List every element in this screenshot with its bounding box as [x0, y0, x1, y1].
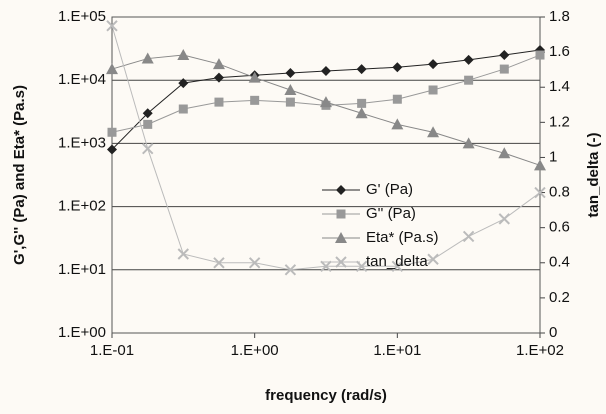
marker	[498, 213, 511, 225]
series-line	[111, 25, 541, 271]
marker	[178, 104, 188, 114]
marker	[391, 260, 404, 272]
marker	[106, 20, 118, 32]
marker	[535, 50, 545, 60]
marker	[285, 97, 295, 107]
y2-tick-label: 0.2	[549, 289, 570, 306]
marker	[107, 144, 117, 155]
y-tick-label: 1.E+05	[58, 8, 106, 25]
marker	[212, 58, 225, 70]
marker	[356, 64, 367, 75]
marker	[248, 257, 261, 269]
marker	[106, 63, 118, 75]
marker	[463, 54, 474, 65]
y-tick-label: 1.E+04	[58, 71, 106, 88]
marker	[534, 186, 546, 199]
marker	[499, 64, 509, 74]
marker	[142, 108, 153, 119]
legend-marker	[335, 256, 347, 268]
marker	[284, 264, 297, 276]
y-tick-label: 1.E+00	[58, 324, 106, 341]
y-tick-label: 1.E+02	[58, 198, 106, 215]
y2-tick-label: 1.6	[549, 43, 570, 60]
marker	[462, 137, 475, 149]
marker	[284, 83, 297, 95]
marker	[355, 107, 368, 119]
x-tick-label: 1.E+01	[373, 342, 421, 359]
legend-label: G' (Pa)	[366, 181, 413, 198]
marker	[177, 248, 189, 260]
marker	[464, 75, 474, 85]
marker	[428, 85, 438, 95]
marker	[143, 119, 153, 129]
y2-tick-label: 0.6	[549, 219, 570, 236]
marker	[213, 72, 224, 83]
marker	[248, 71, 261, 83]
marker	[357, 98, 367, 108]
marker	[107, 127, 117, 137]
marker	[392, 62, 403, 73]
x-tick-label: 1.E+00	[231, 342, 279, 359]
marker	[427, 126, 440, 138]
x-axis-title: frequency (rad/s)	[265, 387, 387, 404]
y-tick-label: 1.E+03	[58, 134, 106, 151]
marker	[213, 257, 225, 269]
marker	[141, 52, 154, 64]
marker	[319, 96, 332, 108]
legend-marker	[336, 209, 346, 219]
y2-tick-label: 0.8	[549, 184, 570, 201]
y2-tick-label: 1.4	[549, 78, 570, 95]
marker	[392, 94, 402, 104]
plot-frame	[111, 16, 541, 334]
legend-label: tan_delta	[366, 253, 428, 270]
y2-tick-label: 0	[549, 324, 557, 341]
marker	[499, 50, 510, 61]
legend-label: G'' (Pa)	[366, 205, 416, 222]
y2-axis-title: tan_delta (-)	[585, 132, 602, 217]
y2-tick-label: 1	[549, 148, 557, 165]
y2-tick-label: 1.8	[549, 8, 570, 25]
marker	[428, 59, 439, 70]
marker	[285, 67, 296, 78]
marker	[178, 78, 189, 89]
marker	[142, 142, 154, 155]
marker	[355, 260, 368, 272]
legend-marker	[335, 232, 347, 243]
marker	[320, 260, 332, 272]
y-tick-label: 1.E+01	[58, 261, 106, 278]
marker	[391, 118, 404, 130]
marker	[534, 159, 546, 171]
y2-tick-label: 0.4	[549, 254, 570, 271]
y-axis-title: G',G'' (Pa) and Eta* (Pa.s)	[11, 85, 28, 265]
marker	[462, 230, 475, 243]
x-tick-label: 1.E+02	[516, 342, 564, 359]
marker	[498, 147, 511, 159]
legend-label: Eta* (Pa.s)	[366, 229, 439, 246]
x-tick-label: 1.E-01	[90, 342, 134, 359]
legend-marker	[336, 185, 346, 195]
marker	[320, 65, 331, 76]
marker	[427, 253, 439, 265]
y2-tick-label: 1.2	[549, 113, 570, 130]
marker	[214, 97, 224, 107]
marker	[177, 49, 190, 61]
marker	[250, 95, 260, 105]
